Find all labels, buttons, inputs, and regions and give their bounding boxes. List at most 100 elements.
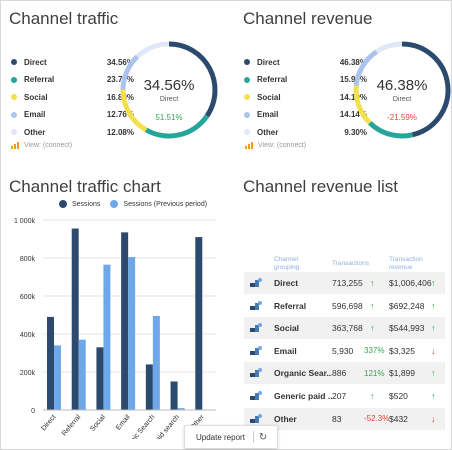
revenue-donut-slice-email[interactable] — [353, 49, 379, 86]
traffic-view-link[interactable]: View: (connect) — [11, 142, 72, 149]
channel-icon — [250, 368, 262, 378]
legend-value: 23.77% — [106, 75, 134, 85]
revenue-legend-row-direct[interactable]: Direct 46.38% — [244, 54, 367, 70]
revenue-donut-slice-direct[interactable] — [401, 41, 451, 138]
revenue-view-link[interactable]: View: (connect) — [245, 142, 306, 149]
traffic-legend-row-referral[interactable]: Referral 23.77% — [11, 72, 134, 88]
bar-sessions-5[interactable] — [170, 381, 178, 411]
refresh-icon[interactable]: ↻ — [258, 431, 268, 443]
transactions-change: -52.3% — [364, 414, 390, 424]
channel-name: Generic paid ... — [274, 391, 332, 401]
revenue-view-text: View: (connect) — [258, 142, 307, 149]
channel-name: Direct — [274, 278, 299, 288]
transactions-value: 207 — [332, 391, 347, 401]
col-header-revenue-line2: revenue — [389, 264, 413, 271]
table-row[interactable]: Organic Sear... 886 121% $1,899 ↑ — [244, 362, 445, 385]
revenue-value: $544,993 — [389, 323, 425, 334]
traffic-donut — [120, 41, 218, 139]
legend-label: Email — [257, 110, 279, 120]
bar-previous-1[interactable] — [78, 339, 86, 410]
revenue-donut — [353, 41, 451, 139]
legend-previous[interactable]: Sessions (Previous period) — [110, 200, 207, 208]
bar-sessions-1[interactable] — [71, 228, 79, 410]
table-row[interactable]: Generic paid ... 207 ↑ $520 ↑ — [244, 385, 445, 407]
traffic-donut-slice-social[interactable] — [120, 89, 148, 133]
legend-sessions[interactable]: Sessions — [59, 200, 100, 208]
legend-label: Other — [24, 127, 46, 137]
traffic-title: Channel traffic — [9, 9, 119, 28]
traffic-donut-slice-referral[interactable] — [144, 114, 210, 139]
arrow-up-icon: ↑ — [370, 300, 375, 311]
channel-name: Other — [274, 413, 297, 424]
traffic-legend-row-social[interactable]: Social 16.89% — [11, 89, 134, 105]
transactions-value: 886 — [332, 368, 347, 379]
traffic-donut-slice-other[interactable] — [135, 41, 170, 59]
bar-chart-icon — [11, 142, 19, 149]
table-row[interactable]: Email 5,930 337% $3,325 ↓ — [244, 340, 445, 362]
legend-dot — [11, 94, 17, 101]
table-row[interactable]: Referral 596,698 ↑ $692,248 ↑ — [244, 295, 445, 317]
traffic-donut-slice-email[interactable] — [120, 54, 140, 90]
revenue-value: $1,006,406 — [389, 278, 432, 288]
revenue-donut-slice-social[interactable] — [353, 85, 372, 125]
revenue-legend-row-other[interactable]: Other 9.30% — [244, 124, 367, 140]
bar-sessions-0[interactable] — [47, 316, 54, 410]
legend-dot — [11, 111, 17, 118]
arrow-up-icon: ↑ — [431, 278, 436, 288]
legend-dot — [244, 94, 250, 101]
bar-sessions-3[interactable] — [121, 232, 129, 410]
transactions-change: 121% — [364, 368, 385, 378]
traffic-view-text: View: (connect) — [24, 142, 73, 149]
arrow-up-icon: ↑ — [431, 323, 436, 334]
revenue-donut-slice-other[interactable] — [375, 41, 403, 54]
traffic-change-value: 51.51% — [155, 113, 183, 122]
bar-previous-0[interactable] — [54, 345, 61, 410]
table-row[interactable]: Social 363,768 ↑ $544,993 ↑ — [244, 317, 445, 340]
transactions-value: 596,698 — [332, 300, 363, 311]
update-report-button[interactable]: Update report ↻ — [184, 425, 278, 449]
channel-icon — [250, 278, 262, 287]
revenue-value: $432 — [389, 413, 408, 424]
revenue-donut-slice-referral[interactable] — [367, 120, 413, 139]
legend-label: Other — [257, 127, 279, 137]
bar-sessions-6[interactable] — [195, 237, 203, 410]
y-tick-label: 600k — [20, 294, 36, 301]
traffic-legend-row-direct[interactable]: Direct 34.56% — [11, 54, 134, 70]
legend-dot — [11, 76, 17, 83]
traffic-legend-row-other[interactable]: Other 12.08% — [11, 124, 134, 140]
legend-value: 12.08% — [106, 127, 134, 137]
col-header-grouping[interactable]: Channel grouping — [274, 256, 299, 272]
table-row[interactable]: Other 83 -52.3% $432 ↓ — [244, 407, 445, 430]
bar-previous-2[interactable] — [103, 264, 111, 410]
revenue-donut-center: 46.38% Direct -21.59% — [357, 77, 447, 122]
bar-previous-3[interactable] — [128, 257, 136, 410]
channel-icon — [250, 300, 262, 310]
revenue-legend-row-email[interactable]: Email 14.14% — [244, 107, 367, 123]
arrow-down-icon: ↓ — [431, 413, 436, 424]
transactions-value: 713,255 — [332, 278, 363, 288]
revenue-value: $692,248 — [389, 300, 425, 311]
revenue-legend-row-referral[interactable]: Referral 15.99% — [244, 72, 367, 88]
bar-previous-5[interactable] — [177, 408, 185, 410]
channel-icon — [250, 345, 262, 355]
revenue-title: Channel revenue — [243, 9, 373, 28]
traffic-donut-slice-direct[interactable] — [168, 41, 218, 118]
revenue-value: $1,899 — [389, 368, 415, 379]
y-tick-label: 200k — [20, 370, 36, 377]
traffic-legend-row-email[interactable]: Email 12.76% — [11, 107, 134, 123]
legend-sessions-label: Sessions — [72, 200, 101, 208]
col-header-transactions[interactable]: Transactions — [332, 260, 369, 267]
bar-previous-4[interactable] — [152, 315, 160, 410]
revenue-list-title: Channel revenue list — [243, 177, 398, 196]
arrow-down-icon: ↓ — [431, 345, 436, 356]
bar-sessions-4[interactable] — [145, 364, 153, 410]
table-row[interactable]: Direct 713,255 ↑ $1,006,406 ↑ — [244, 272, 445, 294]
bar-sessions-2[interactable] — [96, 347, 104, 410]
col-header-revenue[interactable]: Transaction revenue — [389, 256, 423, 272]
legend-value: 16.89% — [106, 92, 134, 102]
bar-chart-icon — [245, 142, 253, 149]
revenue-legend-row-social[interactable]: Social 14.19% — [244, 89, 367, 105]
arrow-up-icon: ↑ — [431, 368, 436, 379]
y-tick-label: 400k — [20, 332, 36, 339]
